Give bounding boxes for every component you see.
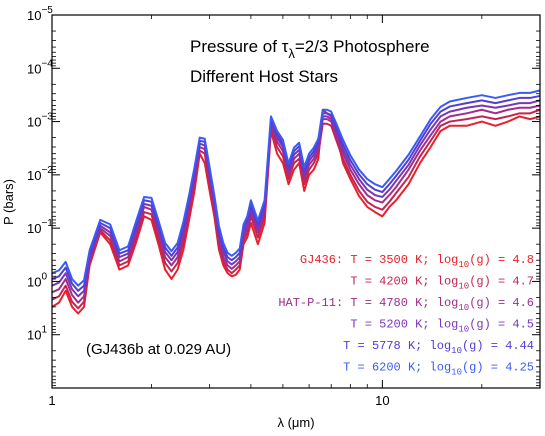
series-line-4 xyxy=(51,99,541,298)
x-tick-label: 10 xyxy=(375,393,389,408)
y-tick-label: 10−5 xyxy=(27,5,53,23)
plot-frame xyxy=(51,14,541,389)
y-tick-label: 101 xyxy=(27,325,47,343)
y-tick-label: 100 xyxy=(27,271,47,289)
chart-title-line1: Pressure of τλ=2/3 Photosphere xyxy=(190,37,430,61)
series-line-2 xyxy=(51,108,541,310)
plot-area xyxy=(51,89,541,315)
y-tick-label: 10−1 xyxy=(27,218,53,236)
legend-entry-1: GJ436: T = 3500 K; log10(g) = 4.8 xyxy=(300,253,534,270)
legend-entry-6: T = 6200 K; log10(g) = 4.25 xyxy=(343,361,534,378)
y-axis-label: P (bars) xyxy=(1,179,16,225)
annotation-gj436b: (GJ436b at 0.029 AU) xyxy=(86,341,231,358)
series-line-3 xyxy=(51,104,541,304)
legend-entry-2: T = 4200 K; log10(g) = 4.7 xyxy=(350,275,534,292)
legend-entry-3: HAT-P-11: T = 4780 K; log10(g) = 4.6 xyxy=(278,296,534,313)
x-tick-label: 1 xyxy=(48,393,55,408)
legend: GJ436: T = 3500 K; log10(g) = 4.8 T = 420… xyxy=(278,253,534,378)
chart-title-line2: Different Host Stars xyxy=(190,67,338,86)
y-tick-label: 10−4 xyxy=(27,58,53,76)
legend-entry-5: T = 5778 K; log10(g) = 4.44 xyxy=(343,339,534,356)
x-axis-label: λ (μm) xyxy=(277,415,314,430)
series-line-1 xyxy=(51,108,541,315)
series-line-5 xyxy=(51,94,541,292)
series-line-6 xyxy=(51,89,541,287)
y-tick-label: 10−2 xyxy=(27,165,53,183)
legend-entry-4: T = 5200 K; log10(g) = 4.5 xyxy=(350,318,534,335)
y-tick-label: 10−3 xyxy=(27,112,53,130)
axis-ticks: 1 10 10−5 10−4 10−3 10−2 10−1 100 101 xyxy=(27,5,540,408)
